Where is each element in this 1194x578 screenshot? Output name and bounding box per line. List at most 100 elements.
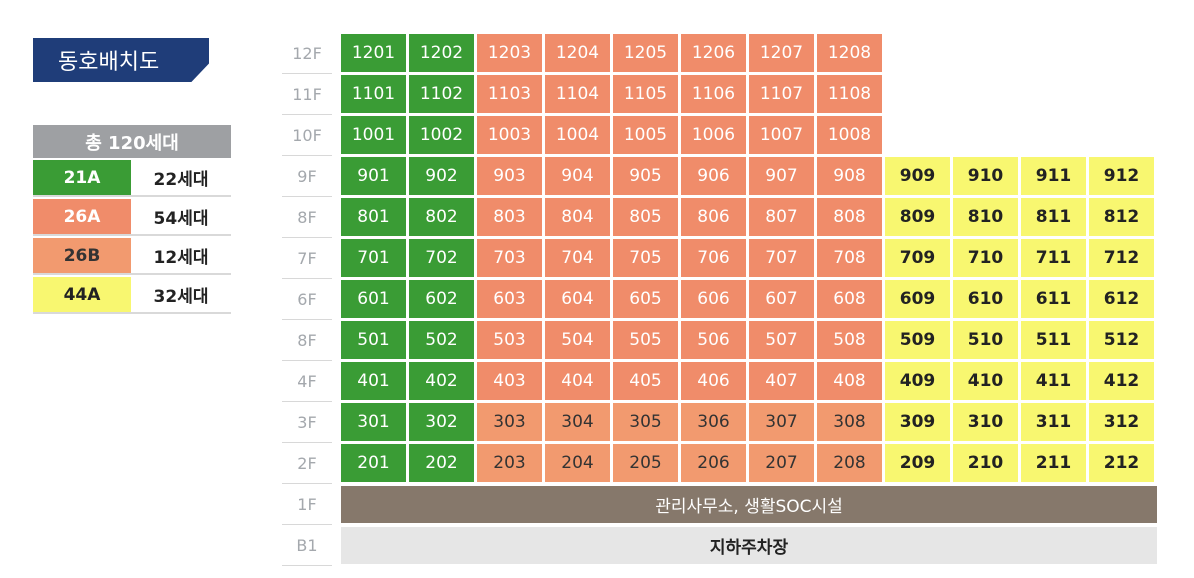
floor-label: 6F (282, 280, 332, 320)
unit-cell: 1004 (545, 116, 610, 154)
page-title: 동호배치도 (33, 38, 209, 82)
unit-cell: 806 (681, 198, 746, 236)
unit-cell: 407 (749, 362, 814, 400)
unit-cell: 805 (613, 198, 678, 236)
unit-cell: 911 (1021, 157, 1086, 195)
unit-cell: 1006 (681, 116, 746, 154)
unit-cell: 807 (749, 198, 814, 236)
unit-cell: 307 (749, 403, 814, 441)
unit-cell: 511 (1021, 321, 1086, 359)
unit-cell: 303 (477, 403, 542, 441)
floor-label: B1 (282, 526, 332, 566)
unit-cell: 1102 (409, 75, 474, 113)
unit-cell: 310 (953, 403, 1018, 441)
unit-cell: 412 (1089, 362, 1154, 400)
unit-cell: 610 (953, 280, 1018, 318)
unit-cell: 804 (545, 198, 610, 236)
unit-cell: 909 (885, 157, 950, 195)
unit-cell: 904 (545, 157, 610, 195)
unit-cell: 803 (477, 198, 542, 236)
unit-cell: 210 (953, 444, 1018, 482)
unit-cell: 707 (749, 239, 814, 277)
floor-label: 1F (282, 485, 332, 525)
unit-cell: 209 (885, 444, 950, 482)
unit-cell: 704 (545, 239, 610, 277)
unit-cell: 405 (613, 362, 678, 400)
unit-cell: 402 (409, 362, 474, 400)
unit-cell: 701 (341, 239, 406, 277)
floor-label: 4F (282, 362, 332, 402)
unit-cell: 602 (409, 280, 474, 318)
unit-cell: 1205 (613, 34, 678, 72)
unit-cell: 1003 (477, 116, 542, 154)
unit-cell: 308 (817, 403, 882, 441)
unit-cell: 1008 (817, 116, 882, 154)
legend-count: 54세대 (153, 209, 209, 229)
unit-cell: 312 (1089, 403, 1154, 441)
unit-cell: 304 (545, 403, 610, 441)
unit-cell: 912 (1089, 157, 1154, 195)
unit-cell: 408 (817, 362, 882, 400)
legend-count: 12세대 (153, 248, 209, 268)
unit-cell: 607 (749, 280, 814, 318)
unit-cell: 509 (885, 321, 950, 359)
unit-cell: 908 (817, 157, 882, 195)
unit-cell: 309 (885, 403, 950, 441)
unit-cell: 612 (1089, 280, 1154, 318)
unit-cell: 802 (409, 198, 474, 236)
legend-type: 21A (33, 160, 131, 195)
floor-label: 2F (282, 444, 332, 484)
unit-cell: 1002 (409, 116, 474, 154)
unit-cell: 601 (341, 280, 406, 318)
unit-cell: 808 (817, 198, 882, 236)
legend-row: 26A 54세대 (33, 199, 231, 236)
unit-cell: 505 (613, 321, 678, 359)
legend-type: 44A (33, 277, 131, 312)
unit-cell: 711 (1021, 239, 1086, 277)
unit-cell: 801 (341, 198, 406, 236)
unit-cell: 409 (885, 362, 950, 400)
unit-cell: 703 (477, 239, 542, 277)
unit-cell: 705 (613, 239, 678, 277)
ground-floor-band: 관리사무소, 생활SOC시설 (341, 486, 1157, 523)
unit-cell: 502 (409, 321, 474, 359)
unit-cell: 410 (953, 362, 1018, 400)
unit-cell: 611 (1021, 280, 1086, 318)
unit-cell: 212 (1089, 444, 1154, 482)
unit-cell: 1203 (477, 34, 542, 72)
unit-cell: 1202 (409, 34, 474, 72)
unit-cell: 901 (341, 157, 406, 195)
unit-cell: 1007 (749, 116, 814, 154)
floor-label: 9F (282, 157, 332, 197)
unit-cell: 506 (681, 321, 746, 359)
floor-label: 8F (282, 198, 332, 238)
floor-label: 11F (282, 75, 332, 115)
unit-cell: 605 (613, 280, 678, 318)
unit-cell: 902 (409, 157, 474, 195)
floor-label: 7F (282, 239, 332, 279)
unit-cell: 604 (545, 280, 610, 318)
unit-cell: 609 (885, 280, 950, 318)
unit-cell: 1103 (477, 75, 542, 113)
unit-cell: 1005 (613, 116, 678, 154)
unit-cell: 406 (681, 362, 746, 400)
unit-cell: 702 (409, 239, 474, 277)
unit-cell: 503 (477, 321, 542, 359)
unit-cell: 203 (477, 444, 542, 482)
unit-cell: 206 (681, 444, 746, 482)
unit-cell: 306 (681, 403, 746, 441)
floor-label: 10F (282, 116, 332, 156)
unit-cell: 504 (545, 321, 610, 359)
legend-type: 26A (33, 199, 131, 234)
unit-cell: 1001 (341, 116, 406, 154)
unit-cell: 1207 (749, 34, 814, 72)
unit-cell: 907 (749, 157, 814, 195)
floor-label: 12F (282, 34, 332, 74)
unit-cell: 401 (341, 362, 406, 400)
unit-cell: 510 (953, 321, 1018, 359)
unit-cell: 1104 (545, 75, 610, 113)
unit-cell: 501 (341, 321, 406, 359)
unit-cell: 205 (613, 444, 678, 482)
legend-count: 22세대 (153, 170, 209, 190)
unit-cell: 809 (885, 198, 950, 236)
